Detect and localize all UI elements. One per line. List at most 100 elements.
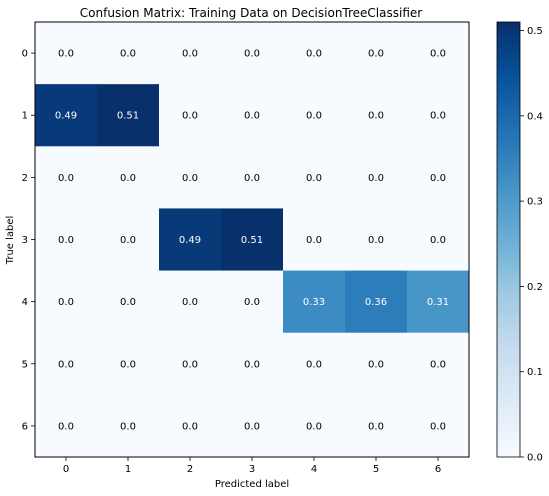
cell-value-label: 0.0: [430, 49, 446, 60]
heatmap-cell: [97, 84, 160, 147]
y-axis-label: True label: [5, 216, 16, 266]
colorbar-ticks: 0.0 0.1 0.2 0.3 0.4 0.5: [520, 26, 543, 464]
heatmap-cell: [345, 332, 408, 396]
heatmap-cell: [97, 270, 160, 334]
heatmap-cell: [407, 208, 470, 271]
heatmap-cell: [35, 270, 98, 334]
heatmap-cell: [35, 146, 98, 209]
cell-value-label: 0.36: [365, 297, 387, 308]
heatmap-cell: [221, 332, 284, 396]
heatmap-cell: [283, 332, 346, 396]
heatmap-cell: [97, 146, 160, 209]
heatmap-cell: [159, 146, 222, 209]
colorbar-tick-label: 0.4: [527, 111, 543, 122]
cell-value-label: 0.0: [120, 235, 136, 246]
cell-value-label: 0.0: [120, 359, 136, 370]
cell-value-label: 0.0: [368, 421, 384, 432]
colorbar-tick-label: 0.1: [527, 367, 543, 378]
x-axis: 0 1 2 3 4 5 6: [63, 457, 441, 475]
cell-value-label: 0.0: [244, 359, 260, 370]
heatmap-cell: [159, 208, 222, 271]
cell-value-label: 0.49: [55, 111, 77, 122]
x-tick-label: 4: [311, 464, 317, 475]
heatmap-cell: [221, 270, 284, 334]
colorbar-tick-label: 0.5: [527, 26, 543, 37]
cell-value-label: 0.49: [179, 235, 201, 246]
cell-value-label: 0.0: [368, 49, 384, 60]
cell-value-label: 0.0: [120, 173, 136, 184]
heatmap-cell: [407, 84, 470, 147]
heatmap-cell: [221, 84, 284, 147]
y-tick-label: 6: [22, 421, 28, 432]
y-axis: 0 1 2 3 4 5 6: [22, 49, 35, 432]
cell-value-label: 0.0: [306, 49, 322, 60]
cell-value-label: 0.0: [120, 49, 136, 60]
cell-value-label: 0.0: [182, 359, 198, 370]
cell-value-label: 0.0: [368, 173, 384, 184]
cell-value-label: 0.0: [120, 421, 136, 432]
cell-value-label: 0.0: [430, 111, 446, 122]
cell-value-label: 0.0: [306, 173, 322, 184]
heatmap-cell: [407, 332, 470, 396]
cell-value-label: 0.0: [244, 173, 260, 184]
heatmap-cell: [407, 22, 470, 85]
heatmap-cell: [345, 394, 408, 458]
heatmap-cell: [407, 146, 470, 209]
heatmap-cell: [35, 332, 98, 396]
chart-title: Confusion Matrix: Training Data on Decis…: [80, 6, 422, 20]
heatmap-cell: [97, 22, 160, 85]
cell-value-label: 0.0: [368, 111, 384, 122]
cell-value-label: 0.0: [244, 111, 260, 122]
cell-value-label: 0.0: [182, 49, 198, 60]
colorbar: [496, 21, 521, 458]
cell-value-label: 0.0: [306, 359, 322, 370]
heatmap-cell: [97, 208, 160, 271]
y-tick-label: 0: [22, 49, 28, 60]
heatmap-cell: [283, 146, 346, 209]
y-tick-label: 2: [22, 173, 28, 184]
x-tick-label: 3: [249, 464, 255, 475]
heatmap-cell: [283, 394, 346, 458]
cell-value-label: 0.0: [182, 421, 198, 432]
cell-value-label: 0.0: [306, 421, 322, 432]
cell-value-label: 0.0: [306, 111, 322, 122]
heatmap-cell: [407, 270, 470, 334]
y-tick-label: 5: [22, 359, 28, 370]
colorbar-tick-label: 0.3: [527, 197, 543, 208]
heatmap-cell: [407, 394, 470, 458]
x-axis-label: Predicted label: [215, 479, 289, 490]
x-tick-label: 6: [435, 464, 441, 475]
cell-value-label: 0.51: [241, 235, 263, 246]
colorbar-tick-label: 0.2: [527, 282, 543, 293]
cell-value-label: 0.0: [182, 111, 198, 122]
heatmap-cell: [283, 22, 346, 85]
colorbar-tick-label: 0.0: [527, 453, 543, 464]
cell-value-label: 0.0: [244, 297, 260, 308]
heatmap-cell: [345, 208, 408, 271]
heatmap-cell: [159, 394, 222, 458]
cell-value-label: 0.0: [58, 173, 74, 184]
heatmap-cell: [97, 394, 160, 458]
y-tick-label: 4: [22, 297, 28, 308]
cell-value-label: 0.0: [182, 173, 198, 184]
heatmap-cell: [345, 22, 408, 85]
cell-value-label: 0.0: [244, 421, 260, 432]
cell-value-label: 0.0: [368, 359, 384, 370]
x-tick-label: 0: [63, 464, 69, 475]
heatmap-cell: [283, 208, 346, 271]
heatmap-cell: [35, 84, 98, 147]
x-tick-label: 5: [373, 464, 379, 475]
heatmap-cell: [221, 208, 284, 271]
y-tick-label: 1: [22, 111, 28, 122]
cell-value-label: 0.0: [58, 297, 74, 308]
heatmap-cell: [283, 270, 346, 334]
cell-value-label: 0.0: [58, 359, 74, 370]
heatmap-cell: [283, 84, 346, 147]
cell-value-label: 0.0: [182, 297, 198, 308]
heatmap-cell: [35, 208, 98, 271]
y-tick-label: 3: [22, 235, 28, 246]
heatmap-cell: [221, 146, 284, 209]
heatmap-cell: [345, 270, 408, 334]
cell-value-label: 0.0: [368, 235, 384, 246]
